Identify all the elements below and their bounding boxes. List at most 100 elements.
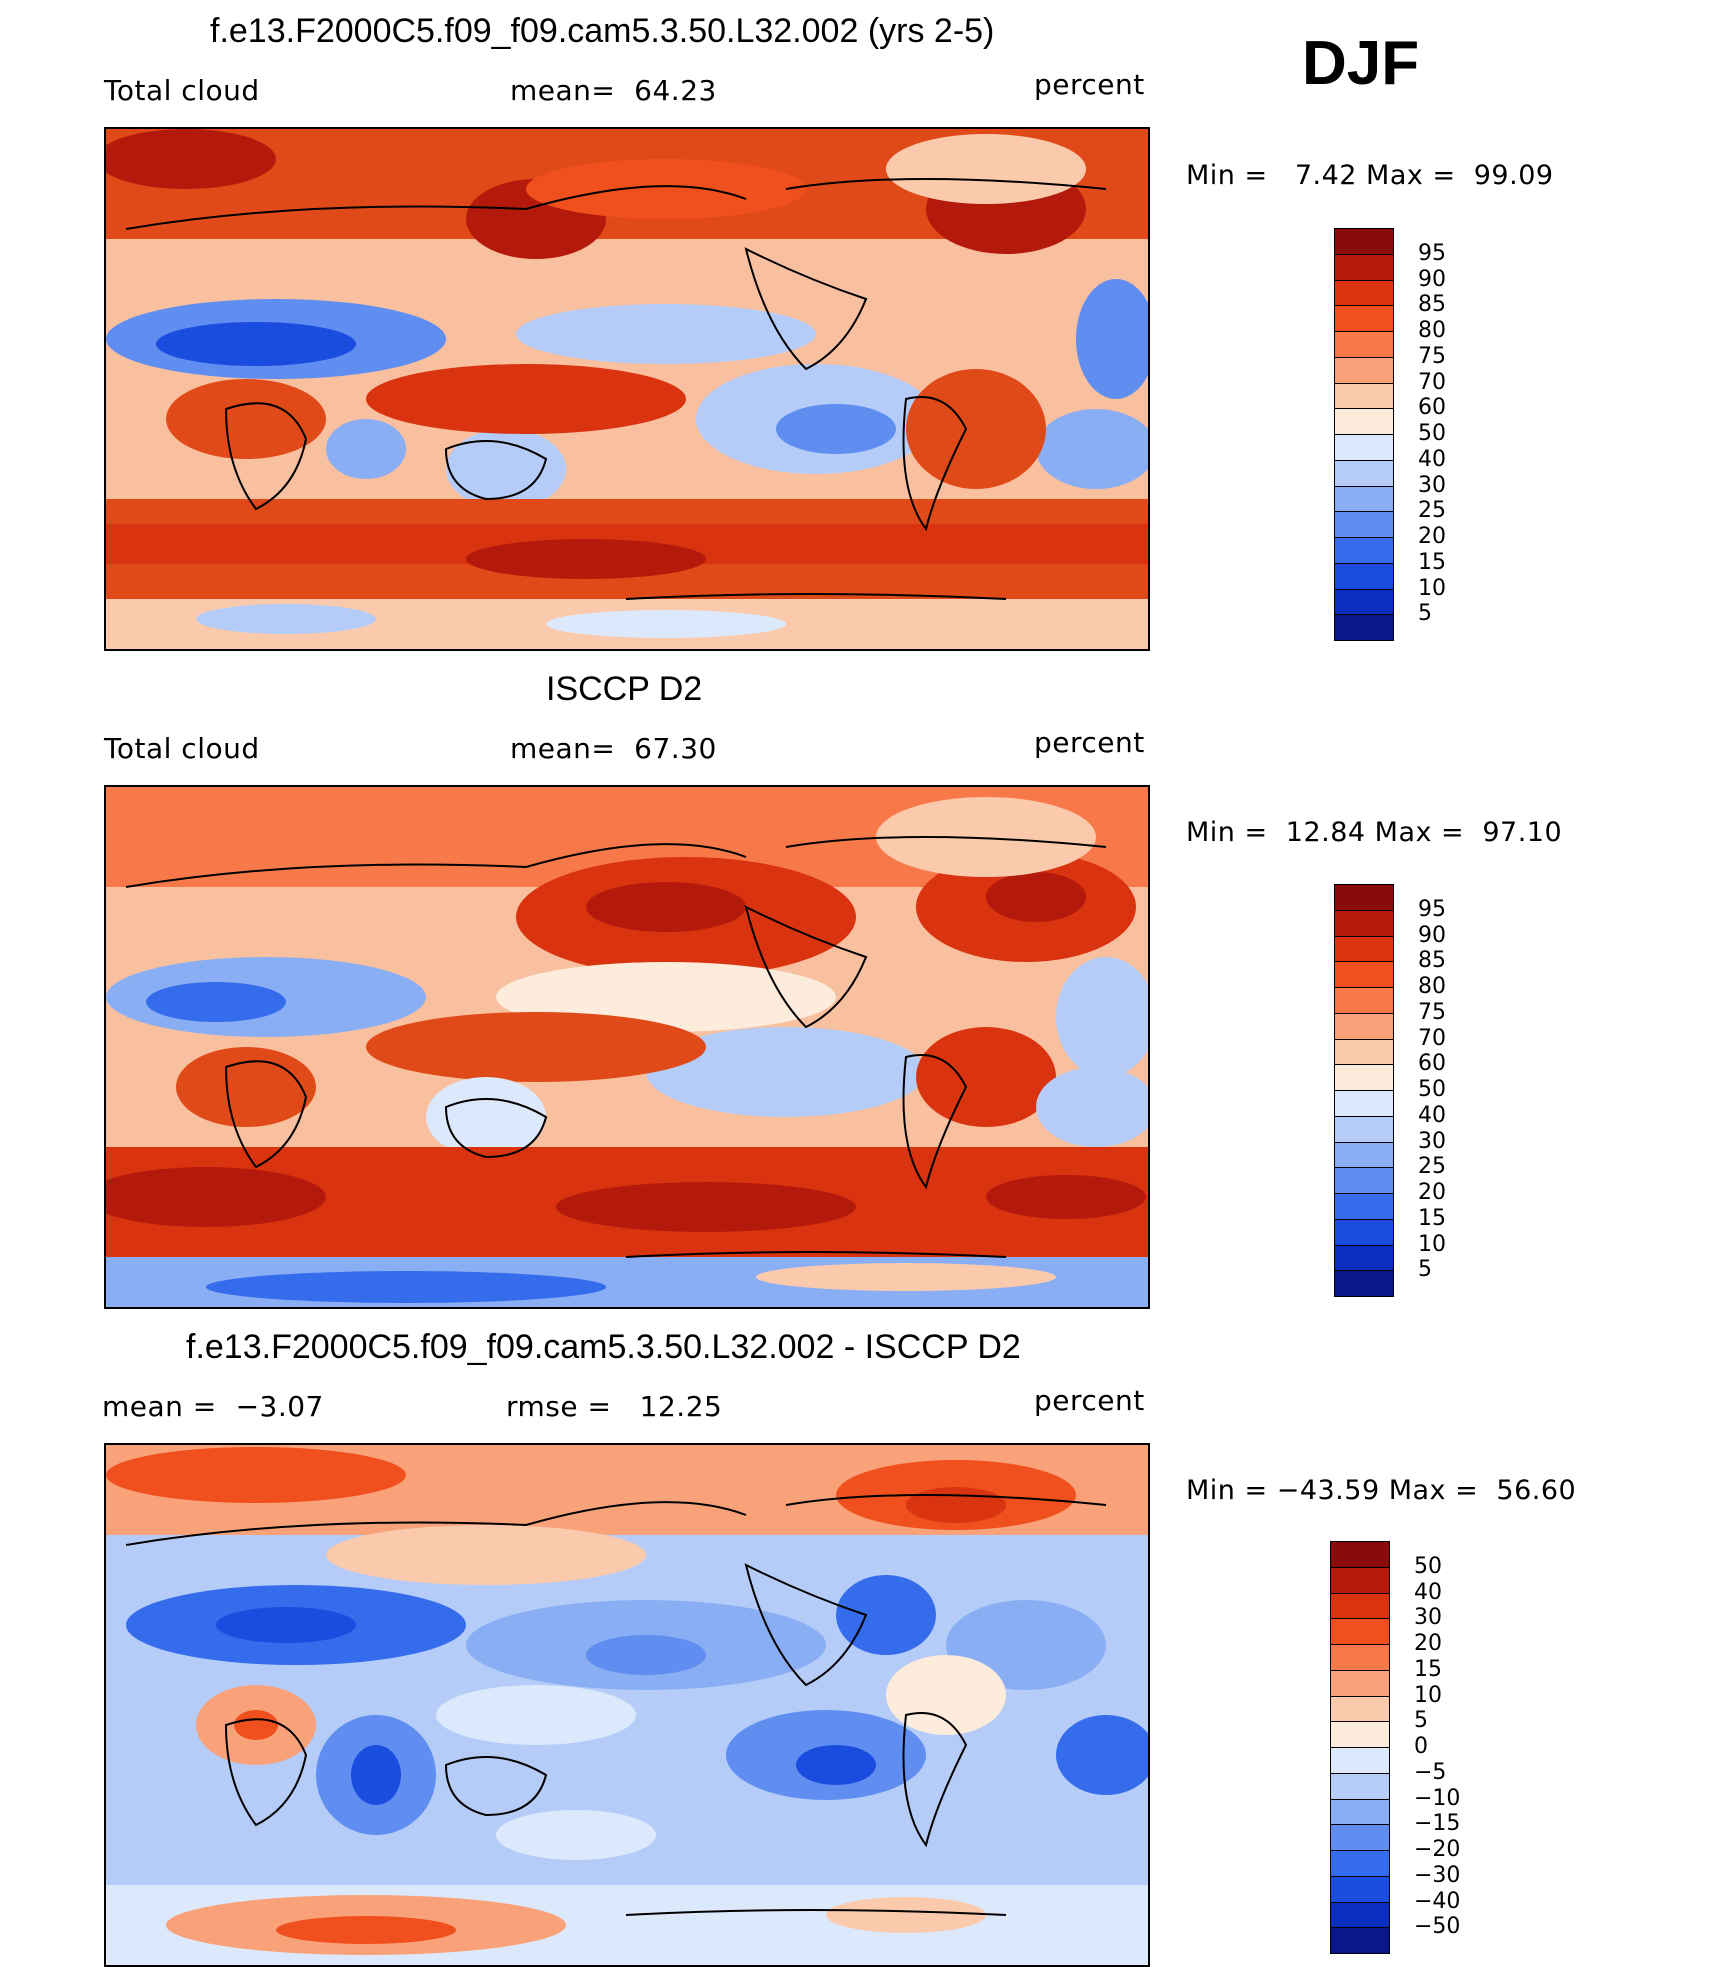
colorbar-tick-label: 5 [1418, 601, 1432, 627]
colorbar-swatch [1334, 253, 1394, 281]
colorbar-swatch [1334, 909, 1394, 937]
colorbar-swatch [1334, 1167, 1394, 1194]
colorbar-tick-label: −10 [1414, 1785, 1461, 1811]
colorbar-swatch [1334, 459, 1394, 487]
panel-3-title: f.e13.F2000C5.f09_f09.cam5.3.50.L32.002 … [186, 1328, 1021, 1366]
colorbar-swatch [1330, 1772, 1390, 1800]
colorbar-swatch [1334, 305, 1394, 332]
colorbar-tick-label: 15 [1418, 1205, 1446, 1231]
colorbar-swatch [1334, 1064, 1394, 1091]
colorbar-swatch [1334, 987, 1394, 1014]
colorbar-tick-label: 10 [1418, 575, 1446, 601]
colorbar-tick-label: −20 [1414, 1837, 1461, 1862]
colorbar-tick-label: −30 [1414, 1862, 1461, 1888]
colorbar-tick-label: −5 [1414, 1759, 1447, 1785]
colorbar-tick-label: 90 [1418, 922, 1446, 948]
colorbar-swatch [1334, 1012, 1394, 1040]
colorbar-swatch [1334, 884, 1394, 911]
panel-2-field [106, 787, 1148, 1307]
colorbar-tick-label: 50 [1418, 421, 1446, 446]
colorbar-swatch [1330, 1798, 1390, 1826]
colorbar-tick-label: 60 [1418, 1051, 1446, 1077]
colorbar-tick-label: 25 [1418, 498, 1446, 524]
panel-1-mean-label: mean= 64.23 [510, 74, 717, 107]
colorbar-swatch [1334, 1115, 1394, 1143]
colorbar-swatch [1334, 1218, 1394, 1246]
colorbar-swatch [1334, 408, 1394, 435]
colorbar-swatch [1334, 331, 1394, 358]
colorbar-tick-label: 5 [1414, 1708, 1428, 1734]
colorbar-swatch [1330, 1824, 1390, 1851]
colorbar-tick-label: 40 [1414, 1579, 1442, 1605]
colorbar-swatch [1334, 1244, 1394, 1272]
colorbar-tick-label: 30 [1418, 1128, 1446, 1154]
colorbar-swatch [1334, 1141, 1394, 1169]
colorbar-tick-label: 20 [1418, 1180, 1446, 1205]
panel-3-field [106, 1445, 1148, 1965]
colorbar-swatch [1330, 1566, 1390, 1594]
colorbar-swatch [1334, 228, 1394, 255]
panel-1-units: percent [1034, 68, 1145, 101]
colorbar-tick-label: 75 [1418, 999, 1446, 1025]
colorbar-tick-label: 50 [1418, 1077, 1446, 1102]
colorbar-tick-label: 50 [1414, 1553, 1442, 1579]
colorbar-tick-label: 70 [1418, 369, 1446, 395]
colorbar-swatch [1334, 935, 1394, 963]
panel-3-mean-label: mean = −3.07 [102, 1390, 324, 1423]
colorbar-tick-label: 95 [1418, 240, 1446, 266]
panel-1-map [104, 127, 1150, 651]
colorbar-tick-label: 10 [1414, 1682, 1442, 1708]
panel-2-title: ISCCP D2 [546, 670, 703, 708]
colorbar-tick-label: 20 [1414, 1631, 1442, 1656]
colorbar-swatch [1330, 1927, 1390, 1954]
panel-3-minmax: Min = −43.59 Max = 56.60 [1186, 1475, 1577, 1506]
colorbar-tick-label: 10 [1418, 1231, 1446, 1257]
panel-1-minmax: Min = 7.42 Max = 99.09 [1186, 160, 1554, 191]
colorbar-tick-label: 20 [1418, 524, 1446, 549]
panel-2-variable-label: Total cloud [104, 732, 260, 765]
colorbar-swatch [1330, 1618, 1390, 1645]
colorbar-tick-label: −15 [1414, 1811, 1461, 1837]
colorbar-swatch [1334, 537, 1394, 564]
panel-3-units: percent [1034, 1384, 1145, 1417]
colorbar-tick-label: 60 [1418, 395, 1446, 421]
colorbar-swatch [1334, 1270, 1394, 1297]
colorbar-swatch [1334, 1038, 1394, 1066]
panel-1-variable-label: Total cloud [104, 74, 260, 107]
colorbar-tick-label: 15 [1414, 1656, 1442, 1682]
panel-2-mean-label: mean= 67.30 [510, 732, 717, 765]
colorbar-tick-label: −40 [1414, 1888, 1461, 1914]
colorbar-tick-label: 95 [1418, 896, 1446, 922]
colorbar-tick-label: 5 [1418, 1257, 1432, 1283]
colorbar-swatch [1334, 1090, 1394, 1117]
colorbar-tick-label: 80 [1418, 318, 1446, 343]
colorbar-tick-label: 0 [1414, 1734, 1428, 1759]
colorbar-swatch [1334, 356, 1394, 384]
colorbar-swatch [1334, 434, 1394, 461]
colorbar-swatch [1330, 1747, 1390, 1774]
panel-2-minmax: Min = 12.84 Max = 97.10 [1186, 817, 1563, 848]
colorbar-swatch [1334, 511, 1394, 538]
panel-3-rmse-label: rmse = 12.25 [506, 1390, 723, 1423]
colorbar-swatch [1334, 961, 1394, 988]
colorbar-swatch [1334, 382, 1394, 410]
panel-1-title: f.e13.F2000C5.f09_f09.cam5.3.50.L32.002 … [210, 12, 995, 50]
colorbar-swatch [1334, 614, 1394, 641]
panel-1-field [106, 129, 1148, 649]
colorbar-tick-label: 40 [1418, 446, 1446, 472]
colorbar-swatch [1330, 1721, 1390, 1748]
colorbar-tick-label: −50 [1414, 1914, 1461, 1940]
colorbar-tick-label: 30 [1414, 1605, 1442, 1631]
colorbar-swatch [1330, 1541, 1390, 1568]
colorbar-tick-label: 90 [1418, 266, 1446, 292]
colorbar-tick-label: 25 [1418, 1154, 1446, 1180]
colorbar-swatch [1330, 1695, 1390, 1723]
colorbar-swatch [1334, 1193, 1394, 1220]
colorbar-tick-label: 85 [1418, 948, 1446, 974]
colorbar-swatch [1334, 279, 1394, 307]
colorbar-tick-label: 70 [1418, 1025, 1446, 1051]
colorbar-swatch [1334, 485, 1394, 513]
colorbar-swatch [1330, 1875, 1390, 1903]
colorbar-tick-label: 80 [1418, 974, 1446, 999]
colorbar-swatch [1330, 1669, 1390, 1697]
